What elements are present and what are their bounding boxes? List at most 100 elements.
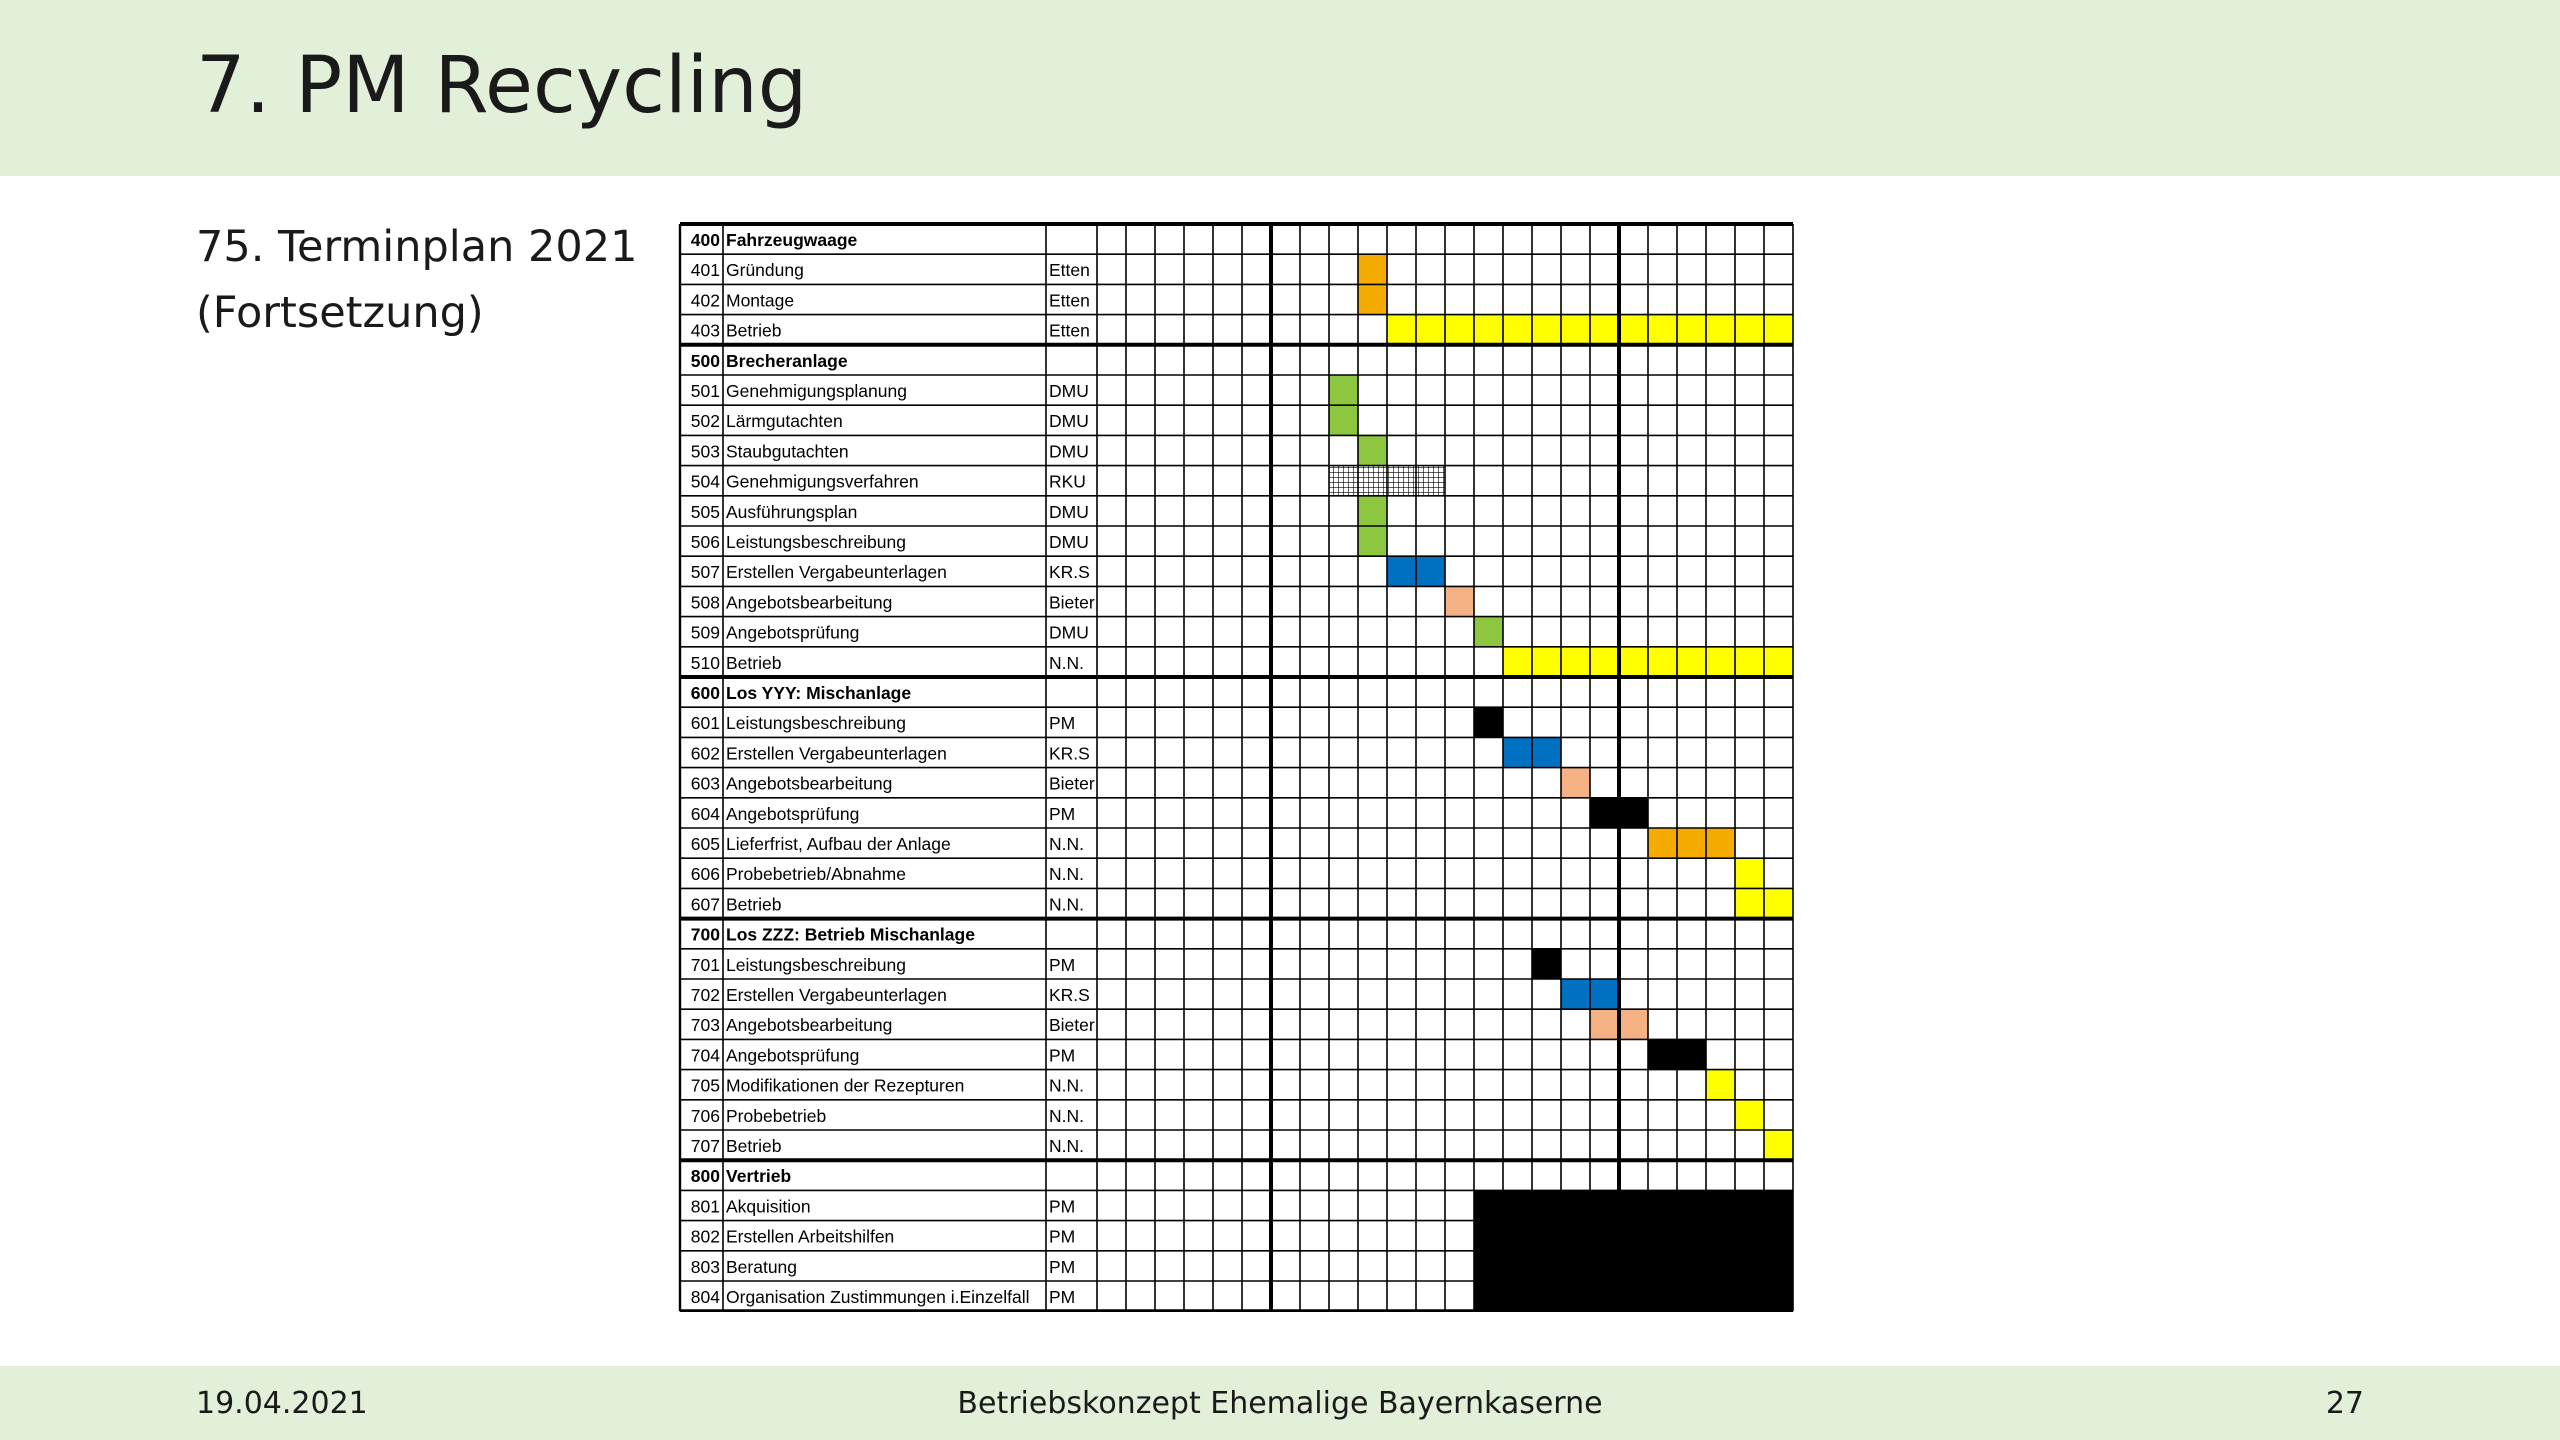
task-responsible: Etten: [1049, 321, 1090, 341]
footer-date: 19.04.2021: [196, 1386, 368, 1421]
task-name: Betrieb: [726, 1136, 781, 1156]
slide-subtitle: 75. Terminplan 2021 (Fortsetzung): [196, 214, 637, 346]
task-name: Montage: [726, 290, 794, 310]
task-id: 504: [691, 472, 720, 492]
task-name: Akquisition: [726, 1196, 811, 1216]
subtitle-line-2: (Fortsetzung): [196, 288, 484, 338]
task-name: Organisation Zustimmungen i.Einzelfall: [726, 1287, 1029, 1307]
task-id: 600: [691, 683, 720, 703]
slide-footer: 19.04.2021 Betriebskonzept Ehemalige Bay…: [0, 1366, 2560, 1440]
task-id: 601: [691, 713, 720, 733]
gantt-bar-508: [1445, 586, 1474, 617]
task-id: 501: [691, 381, 720, 401]
task-name: Brecheranlage: [726, 351, 848, 371]
task-name: Genehmigungsverfahren: [726, 472, 919, 492]
task-name: Gründung: [726, 260, 804, 280]
slide-title: 7. PM Recycling: [196, 41, 808, 131]
task-id: 603: [691, 774, 720, 794]
gantt-bar-707: [1764, 1130, 1793, 1161]
task-name: Probebetrieb/Abnahme: [726, 864, 906, 884]
gantt-bar-601: [1474, 707, 1503, 738]
gantt-bar-505: [1358, 495, 1387, 526]
task-id: 702: [691, 985, 720, 1005]
task-name: Leistungsbeschreibung: [726, 713, 906, 733]
task-responsible: RKU: [1049, 472, 1086, 492]
gantt-bar-802: [1474, 1220, 1793, 1251]
task-name: Modifikationen der Rezepturen: [726, 1076, 964, 1096]
task-name: Angebotsprüfung: [726, 804, 859, 824]
task-name: Angebotsprüfung: [726, 623, 859, 643]
task-name: Erstellen Vergabeunterlagen: [726, 985, 947, 1005]
task-id: 508: [691, 592, 720, 612]
task-name: Angebotsbearbeitung: [726, 774, 892, 794]
gantt-bar-705: [1706, 1069, 1735, 1100]
task-responsible: N.N.: [1049, 1136, 1084, 1156]
gantt-bar-701: [1532, 948, 1561, 979]
gantt-bar-509: [1474, 616, 1503, 647]
gantt-bar-706: [1735, 1099, 1764, 1130]
task-responsible: DMU: [1049, 411, 1089, 431]
task-name: Angebotsbearbeitung: [726, 1015, 892, 1035]
task-id: 401: [691, 260, 720, 280]
task-name: Angebotsprüfung: [726, 1045, 859, 1065]
task-responsible: N.N.: [1049, 1106, 1084, 1126]
task-responsible: PM: [1049, 955, 1075, 975]
task-id: 605: [691, 834, 720, 854]
task-id: 607: [691, 894, 720, 914]
gantt-bar-502: [1329, 405, 1358, 436]
task-responsible: Etten: [1049, 290, 1090, 310]
task-id: 604: [691, 804, 720, 824]
task-responsible: PM: [1049, 1196, 1075, 1216]
task-id: 704: [691, 1045, 720, 1065]
task-id: 503: [691, 441, 720, 461]
task-id: 500: [691, 351, 720, 371]
task-name: Angebotsbearbeitung: [726, 592, 892, 612]
task-id: 801: [691, 1196, 720, 1216]
task-name: Probebetrieb: [726, 1106, 826, 1126]
task-responsible: DMU: [1049, 623, 1089, 643]
task-id: 701: [691, 955, 720, 975]
gantt-bar-804: [1474, 1281, 1793, 1312]
gantt-bar-606: [1735, 858, 1764, 889]
gantt-bar-605: [1648, 828, 1735, 859]
task-name: Beratung: [726, 1257, 797, 1277]
task-responsible: DMU: [1049, 441, 1089, 461]
task-id: 803: [691, 1257, 720, 1277]
task-responsible: PM: [1049, 1227, 1075, 1247]
task-responsible: PM: [1049, 1257, 1075, 1277]
task-responsible: PM: [1049, 713, 1075, 733]
task-responsible: N.N.: [1049, 1076, 1084, 1096]
gantt-bar-506: [1358, 526, 1387, 557]
task-id: 400: [691, 230, 720, 250]
footer-title: Betriebskonzept Ehemalige Bayernkaserne: [957, 1386, 1603, 1421]
task-name: Leistungsbeschreibung: [726, 955, 906, 975]
task-id: 403: [691, 321, 720, 341]
task-responsible: KR.S: [1049, 743, 1090, 763]
task-name: Lieferfrist, Aufbau der Anlage: [726, 834, 951, 854]
gantt-bar-603: [1561, 767, 1590, 798]
task-id: 700: [691, 925, 720, 945]
task-responsible: N.N.: [1049, 834, 1084, 854]
task-responsible: Bieter: [1049, 592, 1095, 612]
task-id: 502: [691, 411, 720, 431]
task-id: 800: [691, 1166, 720, 1186]
task-id: 510: [691, 653, 720, 673]
task-responsible: N.N.: [1049, 894, 1084, 914]
task-id: 505: [691, 502, 720, 522]
task-id: 402: [691, 290, 720, 310]
task-id: 802: [691, 1227, 720, 1247]
task-responsible: PM: [1049, 804, 1075, 824]
task-name: Fahrzeugwaage: [726, 230, 858, 250]
task-name: Betrieb: [726, 894, 781, 914]
task-responsible: N.N.: [1049, 653, 1084, 673]
task-name: Betrieb: [726, 653, 781, 673]
task-responsible: Etten: [1049, 260, 1090, 280]
task-responsible: PM: [1049, 1045, 1075, 1065]
task-name: Vertrieb: [726, 1166, 791, 1186]
page-number: 27: [2325, 1386, 2364, 1421]
task-responsible: KR.S: [1049, 562, 1090, 582]
task-name: Leistungsbeschreibung: [726, 532, 906, 552]
task-responsible: DMU: [1049, 381, 1089, 401]
task-responsible: DMU: [1049, 502, 1089, 522]
task-name: Lärmgutachten: [726, 411, 843, 431]
